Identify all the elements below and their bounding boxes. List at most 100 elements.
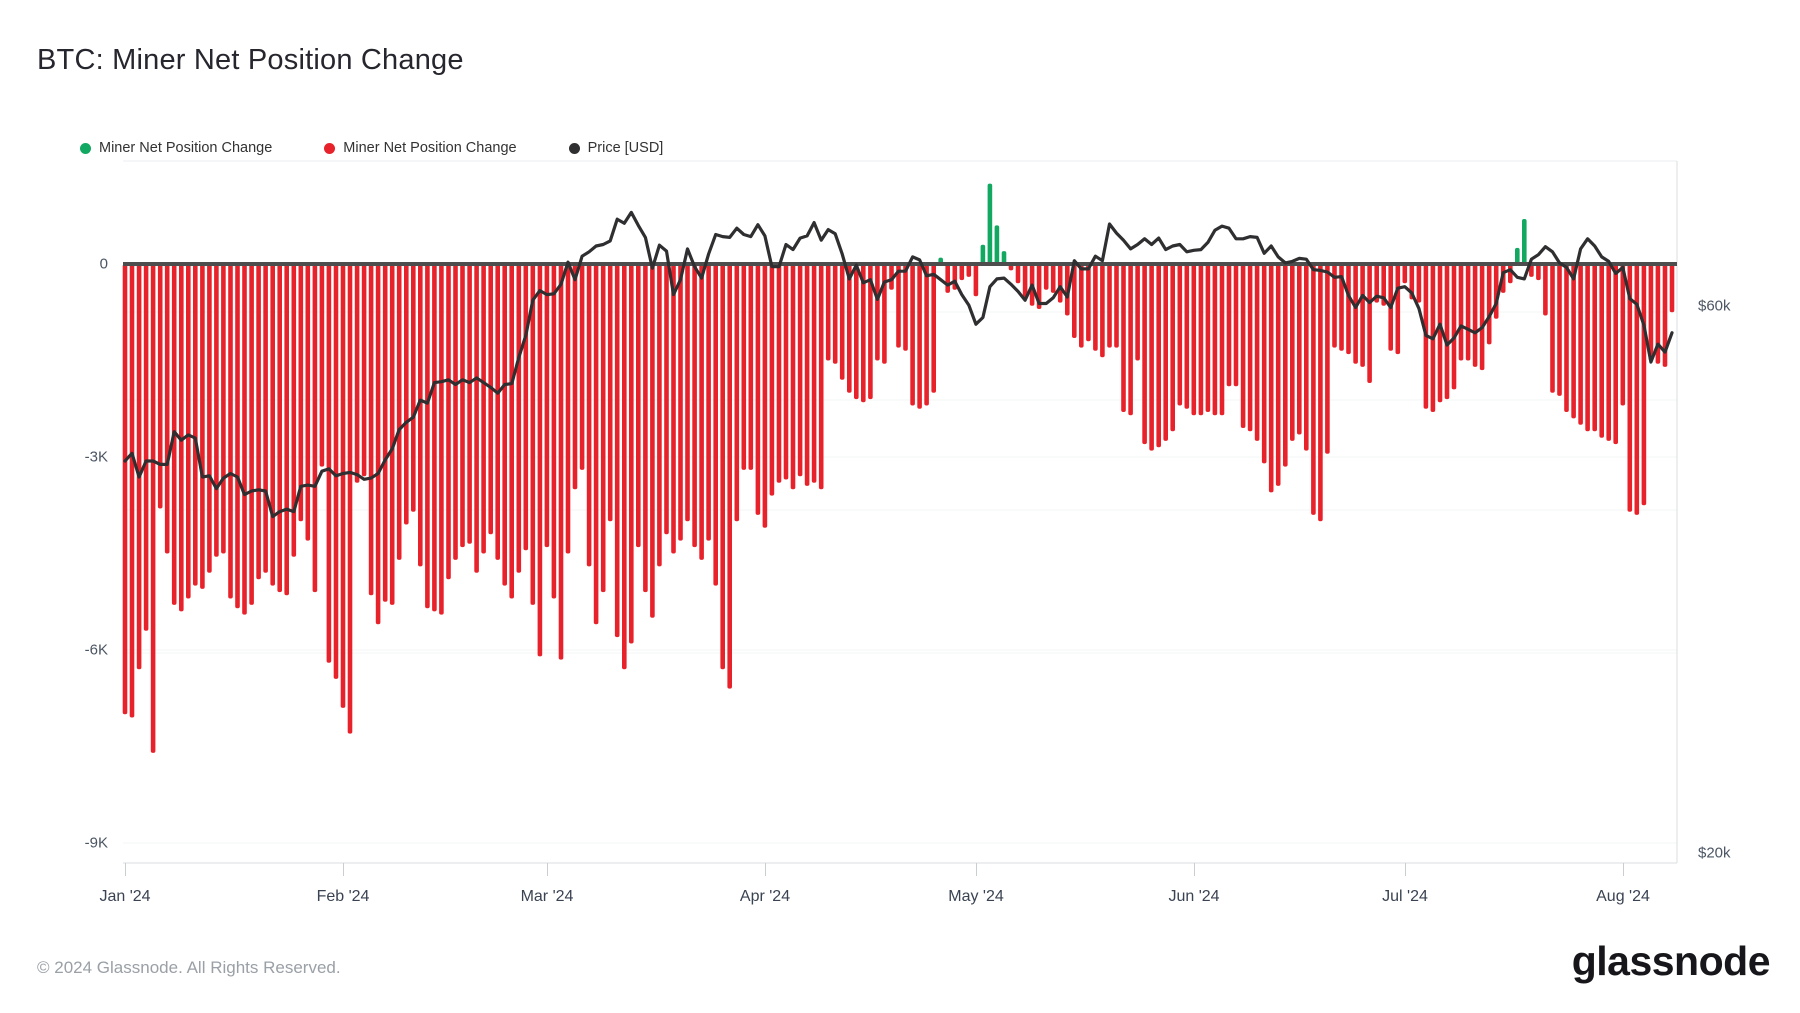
legend-label: Price [USD] — [587, 140, 664, 156]
red-dot-icon — [324, 142, 336, 154]
miner-net-position-bar-negative — [1022, 264, 1028, 300]
legend-item-miner-negative[interactable]: Miner Net Position Change — [324, 140, 517, 156]
miner-net-position-bar-negative — [664, 264, 669, 535]
miner-net-position-bar-negative — [1254, 264, 1260, 441]
miner-net-position-bar-negative — [333, 264, 339, 679]
miner-net-position-bar-negative — [284, 264, 289, 596]
miner-net-position-bar-negative — [783, 264, 789, 480]
miner-net-position-bar-negative — [270, 264, 275, 586]
miner-net-position-bar-negative — [1233, 264, 1239, 387]
miner-net-position-bar-negative — [551, 264, 557, 599]
miner-net-position-bar-negative — [945, 264, 950, 293]
miner-net-position-bar-negative — [1381, 264, 1386, 306]
miner-net-position-bar-negative — [375, 264, 381, 625]
miner-net-position-bar-negative — [629, 264, 634, 644]
miner-net-position-bar-negative — [214, 264, 219, 557]
price-line — [123, 210, 1674, 519]
x-tick-mark — [547, 863, 548, 876]
miner-net-position-bar-negative — [868, 264, 873, 400]
miner-net-position-bar-negative — [1550, 264, 1555, 393]
miner-net-position-bar-negative — [418, 264, 423, 567]
miner-net-position-bar-negative — [263, 264, 268, 573]
miner-net-position-bar-negative — [910, 264, 915, 406]
miner-net-position-bar-negative — [1015, 264, 1021, 284]
miner-net-position-bar-negative — [179, 264, 184, 612]
miner-net-position-bar-negative — [488, 264, 493, 535]
miner-net-position-bar-negative — [129, 264, 135, 718]
miner-net-position-bar-negative — [1536, 264, 1541, 281]
miner-net-position-bar-negative — [1557, 264, 1562, 396]
miner-net-position-bar-negative — [340, 264, 346, 708]
miner-net-position-bar-negative — [671, 264, 676, 554]
legend-label: Miner Net Position Change — [99, 140, 273, 156]
miner-net-position-bar-negative — [530, 264, 536, 605]
miner-net-position-bar-negative — [1247, 264, 1253, 432]
miner-net-position-bar-negative — [572, 264, 578, 490]
miner-net-position-bar-negative — [1374, 264, 1379, 303]
miner-net-position-bar-negative — [361, 264, 367, 477]
miner-net-position-bar-negative — [143, 264, 149, 631]
miner-net-position-bar-negative — [1100, 264, 1105, 358]
price-axis-label-20k: $20k — [1698, 844, 1731, 862]
miner-net-position-bar-negative — [1458, 264, 1464, 361]
miner-net-position-bar-negative — [1219, 264, 1225, 416]
page-title: BTC: Miner Net Position Change — [37, 44, 464, 76]
miner-net-position-bar-negative — [762, 264, 768, 528]
miner-net-position-bar-negative — [1627, 264, 1633, 512]
miner-net-position-bar-negative — [1268, 264, 1274, 493]
miner-net-position-bar-negative — [875, 264, 880, 361]
x-tick-mark — [1194, 863, 1195, 876]
miner-net-position-bar-negative — [249, 264, 254, 605]
miner-net-position-bar-negative — [1149, 264, 1154, 451]
miner-net-position-bar-negative — [678, 264, 683, 541]
miner-net-position-bar-negative — [1571, 264, 1576, 419]
miner-net-position-bar-negative — [1261, 264, 1267, 464]
miner-net-position-bar-negative — [1599, 264, 1604, 438]
miner-net-position-bar-negative — [298, 264, 304, 522]
miner-net-position-bar-negative — [495, 264, 500, 560]
miner-net-position-bar-negative — [1114, 264, 1119, 348]
miner-net-position-bar-negative — [1669, 264, 1675, 313]
miner-net-position-bar-negative — [1290, 264, 1295, 441]
legend-item-price[interactable]: Price [USD] — [568, 140, 664, 156]
miner-net-position-bar-negative — [460, 264, 465, 548]
miner-net-position-bar-negative — [1437, 264, 1443, 403]
miner-net-position-bar-negative — [769, 264, 775, 496]
miner-net-position-bar-negative — [164, 264, 170, 554]
miner-net-position-bar-negative — [1156, 264, 1161, 448]
miner-net-position-bar-negative — [312, 264, 318, 593]
miner-net-position-bar-negative — [586, 264, 592, 567]
miner-net-position-bar-negative — [221, 264, 226, 554]
chart-legend: Miner Net Position Change Miner Net Posi… — [80, 140, 663, 156]
miner-net-position-bar-negative — [1226, 264, 1232, 387]
miner-net-position-bar-negative — [1107, 264, 1112, 348]
x-axis-label-jun: Jun '24 — [1168, 888, 1220, 905]
miner-net-position-bar-negative — [1613, 264, 1618, 445]
miner-net-position-bar-negative — [481, 264, 486, 554]
miner-net-position-bar-positive — [980, 244, 986, 264]
glassnode-logo[interactable]: glassnode — [1571, 938, 1771, 984]
x-tick-mark — [1405, 863, 1406, 876]
miner-net-position-bar-negative — [1311, 264, 1316, 515]
miner-net-position-bar-negative — [1620, 264, 1626, 406]
miner-net-position-bar-negative — [1402, 264, 1408, 284]
miner-net-position-bar-positive — [994, 225, 1000, 264]
miner-net-position-bar-negative — [1297, 264, 1302, 435]
miner-net-position-bar-negative — [1444, 264, 1450, 400]
miner-net-position-bar-negative — [825, 264, 831, 361]
miner-net-position-bar-negative — [903, 264, 908, 351]
x-axis-label-aug: Aug '24 — [1596, 888, 1650, 905]
miner-net-position-bar-negative — [193, 264, 198, 586]
miner-net-position-bar-negative — [811, 264, 817, 483]
miner-net-position-bar-negative — [839, 264, 845, 380]
miner-net-position-bar-negative — [748, 264, 754, 470]
legend-item-miner-positive[interactable]: Miner Net Position Change — [80, 140, 272, 156]
miner-net-position-bar-negative — [1543, 264, 1548, 316]
miner-net-position-bar-negative — [657, 264, 662, 567]
miner-net-position-bar-negative — [411, 264, 416, 512]
miner-net-position-bar-negative — [1205, 264, 1211, 412]
x-axis-label-may: May '24 — [948, 888, 1004, 905]
miner-net-position-bar-negative — [228, 264, 233, 599]
miner-net-position-bar-negative — [1163, 264, 1168, 441]
